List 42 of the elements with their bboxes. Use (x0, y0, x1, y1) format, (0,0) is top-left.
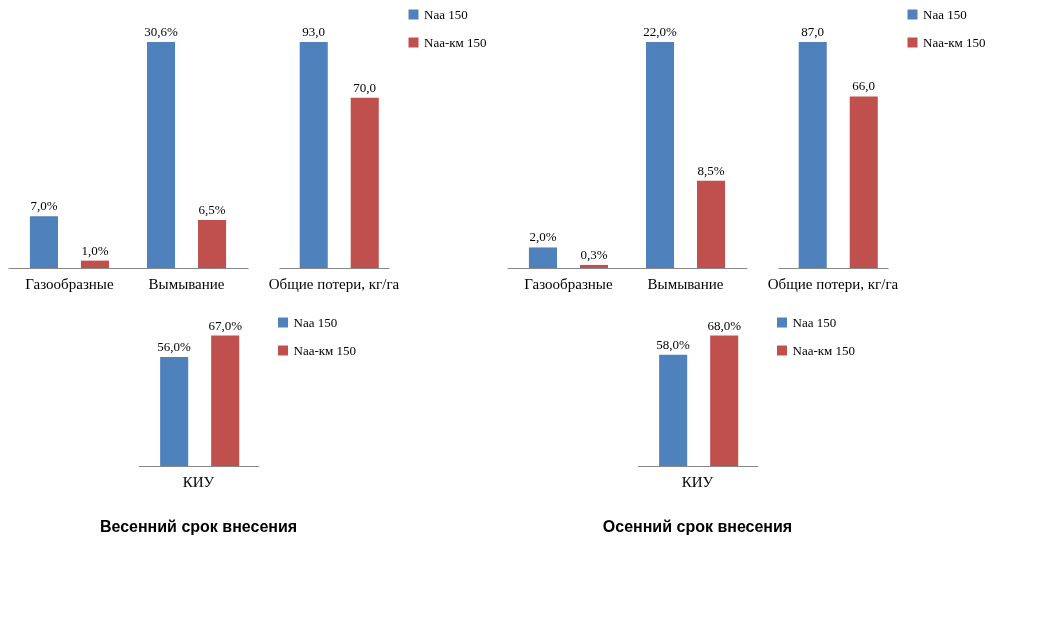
legend-label: Naa 150 (923, 6, 967, 22)
data-label: 0,3% (580, 246, 608, 262)
data-label: 30,6% (144, 23, 178, 39)
bar (697, 180, 726, 268)
legend-label: Naa 150 (792, 314, 837, 330)
bar (645, 41, 675, 268)
legend-label: Naa-км 150 (424, 34, 487, 50)
data-label: 66,0 (852, 78, 876, 94)
bar (29, 216, 58, 268)
bar (528, 247, 557, 268)
data-label: 22,0% (643, 23, 677, 39)
data-label: 67,0% (208, 317, 243, 333)
bar (80, 260, 110, 268)
legend-label: Naa-км 150 (923, 34, 986, 50)
bar (198, 219, 227, 268)
x-tick-label: Газообразные (25, 275, 114, 292)
data-label: 68,0% (707, 317, 742, 333)
x-tick-label: Вымывание (647, 275, 724, 292)
text: Весенний срок внесения (99, 518, 298, 535)
data-label: 1,0% (81, 242, 109, 258)
data-label: 2,0% (529, 229, 557, 245)
x-tick-label: КИУ (182, 473, 215, 490)
legend-label: Naa 150 (293, 314, 338, 330)
text: Осенний срок внесения (602, 518, 793, 535)
x-tick-label: Общие потери, кг/га (767, 275, 899, 292)
data-label: 93,0 (302, 23, 326, 39)
data-label: 70,0 (353, 79, 377, 95)
bar (146, 41, 176, 268)
x-tick-label: КИУ (681, 473, 714, 490)
legend-label: Naa-км 150 (792, 342, 856, 358)
data-label: 7,0% (30, 198, 58, 214)
data-label: 8,5% (697, 162, 725, 178)
x-tick-label: Вымывание (148, 275, 225, 292)
x-tick-label: Газообразные (524, 275, 613, 292)
legend-label: Naa 150 (424, 6, 468, 22)
data-label: 56,0% (157, 338, 192, 354)
bar (579, 264, 609, 268)
data-label: 58,0% (656, 336, 691, 352)
x-tick-label: Общие потери, кг/га (268, 275, 400, 292)
legend-label: Naa-км 150 (293, 342, 357, 358)
data-label: 6,5% (198, 201, 226, 217)
data-label: 87,0 (801, 23, 825, 39)
